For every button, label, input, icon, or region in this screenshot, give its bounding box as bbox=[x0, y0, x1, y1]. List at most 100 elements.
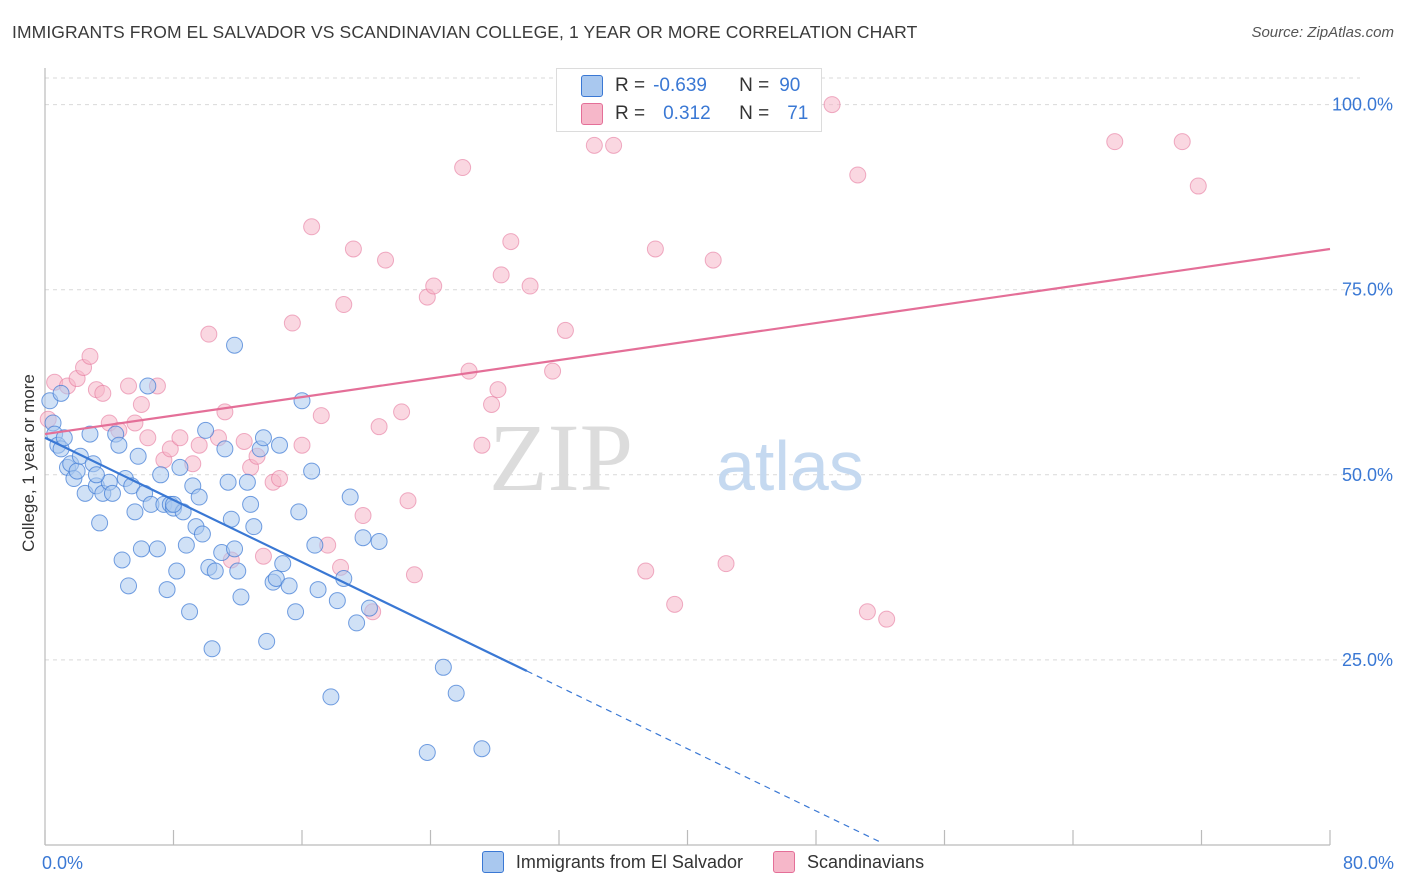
point-scandinavians bbox=[605, 136, 623, 154]
point-el-salvador bbox=[181, 603, 199, 621]
point-scandinavians bbox=[312, 407, 330, 425]
stats-box: R = -0.639 N = 90 R = 0.312 N = 71 bbox=[556, 68, 822, 132]
point-scandinavians bbox=[666, 595, 684, 613]
point-el-salvador bbox=[226, 336, 244, 354]
point-el-salvador bbox=[348, 614, 366, 632]
point-scandinavians bbox=[585, 136, 603, 154]
point-el-salvador bbox=[120, 577, 138, 595]
point-scandinavians bbox=[200, 325, 218, 343]
point-scandinavians bbox=[235, 432, 253, 450]
point-scandinavians bbox=[823, 96, 841, 114]
point-el-salvador bbox=[55, 429, 73, 447]
point-scandinavians bbox=[637, 562, 655, 580]
point-el-salvador bbox=[129, 447, 147, 465]
y-tick-label: 100.0% bbox=[1332, 95, 1393, 115]
point-el-salvador bbox=[190, 488, 208, 506]
point-el-salvador bbox=[418, 743, 436, 761]
point-scandinavians bbox=[1106, 133, 1124, 151]
point-scandinavians bbox=[94, 384, 112, 402]
point-el-salvador bbox=[447, 684, 465, 702]
point-scandinavians bbox=[139, 429, 157, 447]
point-scandinavians bbox=[405, 566, 423, 584]
point-el-salvador bbox=[148, 540, 166, 558]
stats-r-label: R = bbox=[615, 103, 646, 124]
stats-swatch-blue bbox=[581, 75, 603, 97]
point-el-salvador bbox=[306, 536, 324, 554]
point-scandinavians bbox=[717, 555, 735, 573]
point-scandinavians bbox=[489, 381, 507, 399]
point-scandinavians bbox=[161, 440, 179, 458]
stats-r-value: -0.639 bbox=[653, 75, 707, 96]
point-scandinavians bbox=[132, 395, 150, 413]
point-el-salvador bbox=[132, 540, 150, 558]
legend-item-el-salvador[interactable]: Immigrants from El Salvador bbox=[481, 851, 743, 873]
point-el-salvador bbox=[287, 603, 305, 621]
point-el-salvador bbox=[242, 495, 260, 513]
stats-n-label: N = bbox=[739, 75, 770, 96]
x-tick-label-min: 0.0% bbox=[42, 853, 84, 873]
point-scandinavians bbox=[283, 314, 301, 332]
point-el-salvador bbox=[322, 688, 340, 706]
point-el-salvador bbox=[473, 740, 491, 758]
point-el-salvador bbox=[158, 581, 176, 599]
point-scandinavians bbox=[878, 610, 896, 628]
point-el-salvador bbox=[360, 599, 378, 617]
point-el-salvador bbox=[203, 640, 221, 658]
point-scandinavians bbox=[399, 492, 417, 510]
trend-line-el-salvador-extrapolated bbox=[526, 670, 881, 843]
axes bbox=[44, 68, 1331, 846]
point-el-salvador bbox=[226, 540, 244, 558]
stats-n-label: N = bbox=[739, 103, 770, 124]
y-tick-label: 50.0% bbox=[1342, 465, 1393, 485]
point-scandinavians bbox=[120, 377, 138, 395]
point-scandinavians bbox=[293, 436, 311, 454]
point-scandinavians bbox=[1173, 133, 1191, 151]
point-el-salvador bbox=[216, 440, 234, 458]
point-el-salvador bbox=[171, 458, 189, 476]
point-el-salvador bbox=[238, 473, 256, 491]
point-scandinavians bbox=[1189, 177, 1207, 195]
trend-lines bbox=[44, 247, 1331, 843]
chart-title: IMMIGRANTS FROM EL SALVADOR VS SCANDINAV… bbox=[12, 22, 918, 42]
point-el-salvador bbox=[52, 384, 70, 402]
trend-line-scandinavians bbox=[44, 247, 1331, 436]
legend-label: Scandinavians bbox=[806, 851, 925, 872]
point-el-salvador bbox=[328, 592, 346, 610]
y-tick-labels: 25.0% 50.0% 75.0% 100.0% bbox=[1332, 95, 1393, 670]
point-scandinavians bbox=[344, 240, 362, 258]
point-el-salvador bbox=[68, 462, 86, 480]
point-el-salvador bbox=[91, 514, 109, 532]
point-el-salvador bbox=[370, 532, 388, 550]
point-scandinavians bbox=[354, 507, 372, 525]
point-scandinavians bbox=[483, 395, 501, 413]
point-scandinavians bbox=[370, 418, 388, 436]
point-el-salvador bbox=[81, 425, 99, 443]
stats-r-label: R = bbox=[615, 75, 646, 96]
point-el-salvador bbox=[254, 429, 272, 447]
point-el-salvador bbox=[193, 525, 211, 543]
watermark: ZIP atlas bbox=[489, 404, 864, 511]
point-el-salvador bbox=[110, 436, 128, 454]
legend-item-scandinavians[interactable]: Scandinavians bbox=[772, 851, 925, 873]
watermark-atlas: atlas bbox=[716, 427, 864, 505]
point-el-salvador bbox=[87, 466, 105, 484]
legend-label: Immigrants from El Salvador bbox=[515, 851, 743, 872]
legend-swatch-blue bbox=[481, 851, 504, 873]
point-scandinavians bbox=[454, 159, 472, 177]
point-el-salvador bbox=[309, 581, 327, 599]
point-scandinavians bbox=[81, 347, 99, 365]
point-el-salvador bbox=[177, 536, 195, 554]
stats-swatch-pink bbox=[581, 103, 603, 125]
stats-row-pink: R = 0.312 N = 71 bbox=[581, 100, 808, 128]
point-el-salvador bbox=[267, 569, 285, 587]
point-el-salvador bbox=[139, 377, 157, 395]
point-el-salvador bbox=[271, 436, 289, 454]
point-el-salvador bbox=[232, 588, 250, 606]
point-scandinavians bbox=[492, 266, 510, 284]
point-scandinavians bbox=[271, 470, 289, 488]
point-scandinavians bbox=[544, 362, 562, 380]
point-el-salvador bbox=[103, 484, 121, 502]
point-el-salvador bbox=[434, 658, 452, 676]
point-scandinavians bbox=[190, 436, 208, 454]
point-el-salvador bbox=[229, 562, 247, 580]
